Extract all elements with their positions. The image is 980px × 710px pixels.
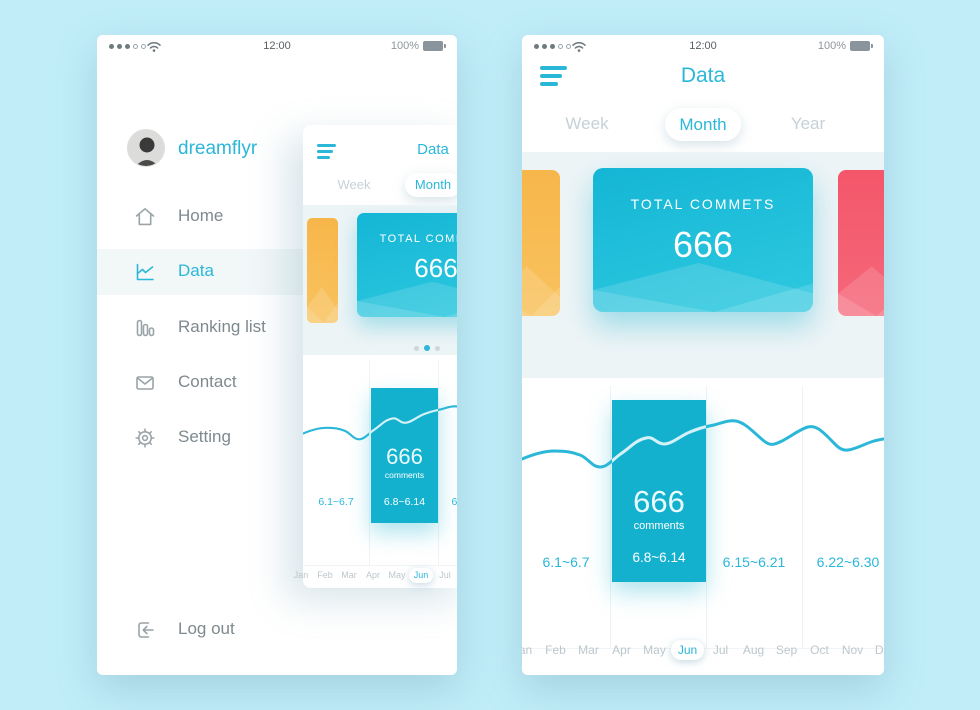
month-label[interactable]: Apr [365,570,380,580]
sidebar-item-home[interactable]: Home [97,194,457,240]
month-label[interactable]: Feb [545,643,566,657]
sidebar-item-ranking-list[interactable]: Ranking list [97,305,457,351]
carousel-dots[interactable] [414,345,440,351]
tab-month[interactable]: Month [405,173,457,197]
sidebar-item-label: Data [178,261,214,280]
data-screen-overlay: Data Week Month Year TOTAL COMMETS 666 6… [294,125,457,588]
tab-week[interactable]: Week [565,114,609,133]
month-label[interactable]: Aug [742,643,765,657]
logout-label: Log out [178,619,235,638]
month-label[interactable]: Dec [874,643,884,657]
status-time: 12:00 [263,40,291,52]
profile-username: dreamflyr [178,138,258,159]
total-comments-card[interactable]: TOTAL COMMETS 666 [593,168,813,312]
sidebar-item-label: Ranking list [178,317,266,336]
carousel-card-orange[interactable] [307,218,338,323]
highlighted-unit: comments [633,520,685,532]
logout-icon [138,622,154,638]
weekly-line-chart: 666 comments 6.8~6.14 6.1~6.7 6.15~6.21 … [294,355,457,588]
tab-year[interactable]: Year [790,114,826,133]
sidebar-item-label: Setting [178,427,231,446]
week-range-label[interactable]: 6.15~6.21 [451,496,457,508]
month-label[interactable]: Apr [612,643,631,657]
battery-icon [850,41,873,51]
card-label: TOTAL COMMETS [379,233,457,245]
month-label[interactable]: Oct [810,643,829,657]
week-range-label[interactable]: 6.15~6.21 [722,554,786,570]
month-axis: Jan Feb Mar Apr May Jun Jul Aug [289,568,457,583]
highlighted-unit: comments [384,470,425,480]
carousel-card-orange[interactable] [522,170,560,316]
wifi-icon [147,41,161,52]
line-chart-icon [136,263,154,281]
wifi-icon [572,41,586,52]
trend-line [522,419,884,469]
tab-week[interactable]: Week [337,177,371,192]
battery-percent: 100% [390,40,419,52]
bar-chart-icon [136,319,155,337]
highlighted-value: 666 [386,444,423,469]
month-label[interactable]: Jul [439,570,451,580]
week-range-label[interactable]: 6.1~6.7 [542,554,590,570]
sidebar-item-label: Contact [178,372,237,391]
avatar[interactable] [127,129,165,167]
page-title: Data [417,141,449,158]
phone-left-drawer-screen: 12:00 100% dreamflyr Home Data Ranking [97,35,457,675]
envelope-icon [136,376,154,390]
highlighted-value: 666 [633,484,685,519]
status-bar: 12:00 100% [522,35,884,59]
status-time: 12:00 [689,40,717,52]
month-label[interactable]: Jul [712,643,729,657]
total-comments-card[interactable]: TOTAL COMMETS 666 [357,213,457,317]
month-label[interactable]: Jan [522,643,533,657]
week-range-label[interactable]: 6.1~6.7 [318,496,354,508]
hamburger-menu-button[interactable] [540,66,567,90]
card-value: 666 [414,253,457,283]
sidebar-item-setting[interactable]: Setting [97,415,457,461]
month-label[interactable]: Sep [775,643,798,657]
month-label[interactable]: Jan [293,570,309,580]
home-icon [135,208,155,226]
carousel-card-red[interactable] [838,170,884,316]
page-title: Data [680,64,726,87]
month-label-selected[interactable]: Jun [671,640,704,660]
gear-icon [135,428,155,448]
phone-data-screen: 12:00 100% Data Week Month Year TOTAL CO… [522,35,884,675]
weekly-line-chart: 666 comments 6.8~6.14 6.1~6.7 6.15~6.21 … [522,378,884,675]
logout-button[interactable]: Log out [97,607,302,653]
hamburger-menu-button[interactable] [317,144,336,162]
month-axis: Jan Feb Mar Apr May Jun Jul Aug Sep Oct … [522,640,884,660]
tab-month[interactable]: Month [665,108,741,141]
battery-icon [423,41,446,51]
highlighted-week-column[interactable]: 666 comments 6.8~6.14 [371,388,438,523]
month-label[interactable]: Feb [317,570,333,580]
trend-line [303,405,457,441]
month-label[interactable]: May [643,643,666,657]
week-range-label: 6.8~6.14 [383,496,426,508]
card-label: TOTAL COMMETS [630,196,776,212]
card-value: 666 [672,224,734,265]
signal-strength-icon [109,44,146,49]
battery-percent: 100% [817,40,846,52]
month-label[interactable]: Mar [578,643,599,657]
sidebar-item-contact[interactable]: Contact [97,360,457,406]
sidebar-item-label: Home [178,206,224,225]
week-range-label: 6.8~6.14 [632,550,686,565]
week-range-label[interactable]: 6.22~6.30 [816,554,880,570]
signal-strength-icon [534,44,571,49]
month-label[interactable]: May [388,570,406,580]
month-label[interactable]: Mar [341,570,357,580]
status-bar: 12:00 100% [97,35,457,59]
month-label[interactable]: Nov [841,643,864,657]
month-label-selected[interactable]: Jun [409,568,433,583]
